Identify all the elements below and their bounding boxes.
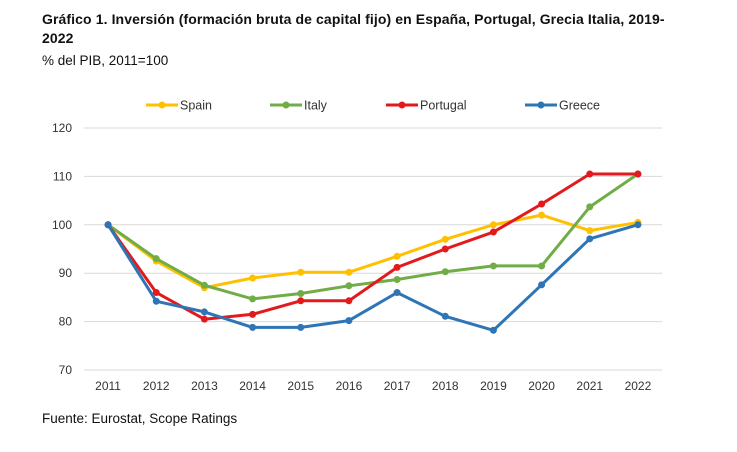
- series-greece: [104, 221, 642, 334]
- data-point: [200, 315, 208, 323]
- legend-item-italy: Italy: [270, 99, 328, 113]
- data-point: [152, 255, 160, 263]
- x-tick-label: 2013: [191, 379, 218, 393]
- data-point: [249, 310, 257, 318]
- chart-title: Gráfico 1. Inversión (formación bruta de…: [42, 11, 665, 46]
- data-point: [297, 297, 305, 305]
- y-tick-label: 80: [59, 315, 73, 329]
- data-point: [249, 274, 257, 282]
- x-tick-label: 2022: [625, 379, 652, 393]
- series-lines: [104, 170, 642, 334]
- x-tick-label: 2016: [336, 379, 363, 393]
- series-line-spain: [106, 213, 640, 290]
- data-point: [152, 297, 160, 305]
- data-point: [393, 289, 401, 297]
- series-spain: [104, 211, 642, 292]
- data-point: [104, 221, 112, 229]
- data-point: [441, 268, 449, 276]
- data-point: [345, 317, 353, 325]
- data-point: [489, 228, 497, 236]
- x-tick-label: 2017: [384, 379, 411, 393]
- data-point: [586, 227, 594, 235]
- data-point: [489, 326, 497, 334]
- y-tick-label: 120: [52, 121, 72, 135]
- x-tick-label: 2020: [528, 379, 555, 393]
- x-tick-label: 2011: [95, 379, 121, 393]
- x-tick-label: 2019: [480, 379, 507, 393]
- series-portugal: [104, 170, 642, 323]
- legend-label: Italy: [304, 99, 328, 113]
- y-tick-label: 100: [52, 218, 72, 232]
- data-point: [200, 281, 208, 289]
- data-point: [249, 295, 257, 303]
- x-tick-label: 2014: [239, 379, 266, 393]
- legend-swatch-marker: [158, 101, 166, 109]
- data-point: [489, 262, 497, 270]
- data-point: [634, 221, 642, 229]
- data-point: [297, 290, 305, 298]
- source-note: Fuente: Eurostat, Scope Ratings: [42, 411, 238, 426]
- legend-swatch-marker: [537, 101, 545, 109]
- x-axis-tick-labels: 2011 2012 2013 2014 2015 2016 2017 2018 2019 2020…: [95, 379, 651, 393]
- legend-item-greece: Greece: [525, 99, 600, 113]
- legend-label: Portugal: [420, 99, 467, 113]
- data-point: [297, 323, 305, 331]
- y-tick-label: 110: [53, 169, 72, 183]
- series-line-greece: [106, 223, 640, 332]
- legend-swatch-marker: [282, 101, 290, 109]
- legend-label: Spain: [180, 99, 212, 113]
- chart-subtitle: % del PIB, 2011=100: [42, 53, 169, 68]
- legend: Spain Italy Portugal Greece: [146, 99, 600, 113]
- legend-item-spain: Spain: [146, 99, 212, 113]
- data-point: [586, 203, 594, 211]
- data-point: [441, 235, 449, 243]
- data-point: [393, 275, 401, 283]
- data-point: [538, 211, 546, 219]
- data-point: [489, 221, 497, 229]
- data-point: [345, 282, 353, 290]
- y-tick-label: 70: [59, 363, 73, 377]
- data-point: [586, 170, 594, 178]
- data-point: [538, 200, 546, 208]
- data-point: [393, 263, 401, 271]
- data-point: [441, 312, 449, 320]
- data-point: [393, 252, 401, 260]
- legend-item-portugal: Portugal: [386, 99, 467, 113]
- x-tick-label: 2021: [576, 379, 603, 393]
- legend-label: Greece: [559, 99, 600, 113]
- data-point: [345, 297, 353, 305]
- series-line-portugal: [106, 172, 640, 321]
- data-point: [249, 323, 257, 331]
- data-point: [441, 245, 449, 253]
- legend-swatch-marker: [398, 101, 406, 109]
- data-point: [152, 289, 160, 297]
- y-tick-label: 90: [59, 266, 73, 280]
- data-point: [634, 170, 642, 178]
- data-point: [538, 281, 546, 289]
- data-point: [345, 268, 353, 276]
- data-point: [538, 262, 546, 270]
- x-tick-label: 2012: [143, 379, 170, 393]
- x-tick-label: 2018: [432, 379, 459, 393]
- y-axis-tick-labels: 70 80 90 100 110 120: [52, 121, 72, 377]
- data-point: [297, 268, 305, 276]
- data-point: [586, 235, 594, 243]
- grid-lines: [84, 127, 662, 371]
- data-point: [200, 308, 208, 316]
- x-tick-label: 2015: [287, 379, 314, 393]
